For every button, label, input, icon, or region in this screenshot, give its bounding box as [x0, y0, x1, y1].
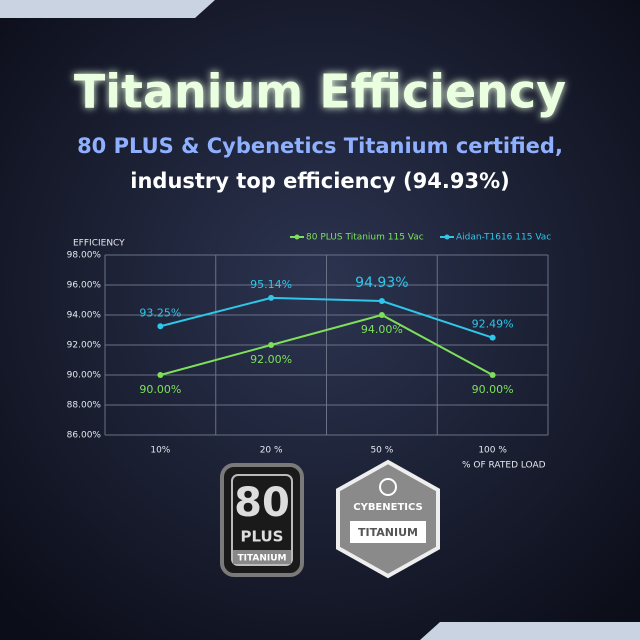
- data-point: [489, 372, 496, 378]
- data-point: [268, 294, 275, 301]
- x-tick-label: 50 %: [370, 446, 393, 456]
- data-label: 95.14%: [250, 278, 292, 291]
- subtitle: 80 PLUS & Cybenetics Titanium certified,: [77, 134, 563, 158]
- y-tick-label: 92.00%: [67, 341, 102, 351]
- subtitle: industry top efficiency (94.93%): [130, 169, 509, 193]
- data-point: [157, 372, 164, 378]
- corner-decor: [420, 622, 640, 640]
- legend-label: 80 PLUS Titanium 115 Vac: [306, 233, 424, 243]
- logo-text: 80: [234, 480, 290, 526]
- data-label: 94.93%: [355, 275, 408, 291]
- data-point: [378, 298, 385, 305]
- legend-swatch: [444, 234, 450, 240]
- series-line: [160, 313, 494, 376]
- data-point: [268, 342, 275, 348]
- logo-text: TITANIUM: [358, 526, 418, 539]
- legend-swatch: [294, 234, 300, 240]
- logo-text: CYBENETICS: [353, 502, 423, 513]
- series-line: [160, 296, 493, 339]
- data-label: 94.00%: [361, 323, 403, 336]
- data-label: 90.00%: [139, 383, 181, 396]
- logo-text: TITANIUM: [237, 554, 286, 564]
- corner-decor: [0, 0, 215, 18]
- legend-label: Aidan-T1616 115 Vac: [456, 233, 551, 243]
- logo-text: PLUS: [240, 528, 283, 546]
- y-tick-label: 86.00%: [67, 431, 102, 441]
- data-point: [157, 323, 164, 330]
- data-point: [378, 312, 385, 318]
- logo-cybenetics: CYBENETICS TITANIUM: [336, 459, 440, 579]
- y-tick-label: 90.00%: [67, 371, 102, 381]
- y-tick-label: 94.00%: [67, 311, 102, 321]
- x-tick-label: 100 %: [478, 446, 507, 456]
- data-label: 92.49%: [472, 318, 514, 331]
- data-label: 93.25%: [139, 306, 181, 319]
- x-tick-label: 10%: [150, 446, 170, 456]
- y-axis-label: EFFICIENCY: [73, 239, 125, 249]
- y-tick-label: 96.00%: [67, 281, 102, 291]
- y-tick-label: 98.00%: [67, 251, 102, 261]
- chart-title: Titanium Efficiency: [74, 65, 566, 119]
- x-tick-label: 20 %: [260, 446, 283, 456]
- x-axis-label: % OF RATED LOAD: [462, 461, 546, 471]
- data-label: 90.00%: [472, 383, 514, 396]
- logo-80plus: 80 PLUS TITANIUM: [220, 463, 304, 577]
- y-tick-label: 88.00%: [67, 401, 102, 411]
- data-point: [489, 334, 496, 341]
- data-label: 92.00%: [250, 353, 292, 366]
